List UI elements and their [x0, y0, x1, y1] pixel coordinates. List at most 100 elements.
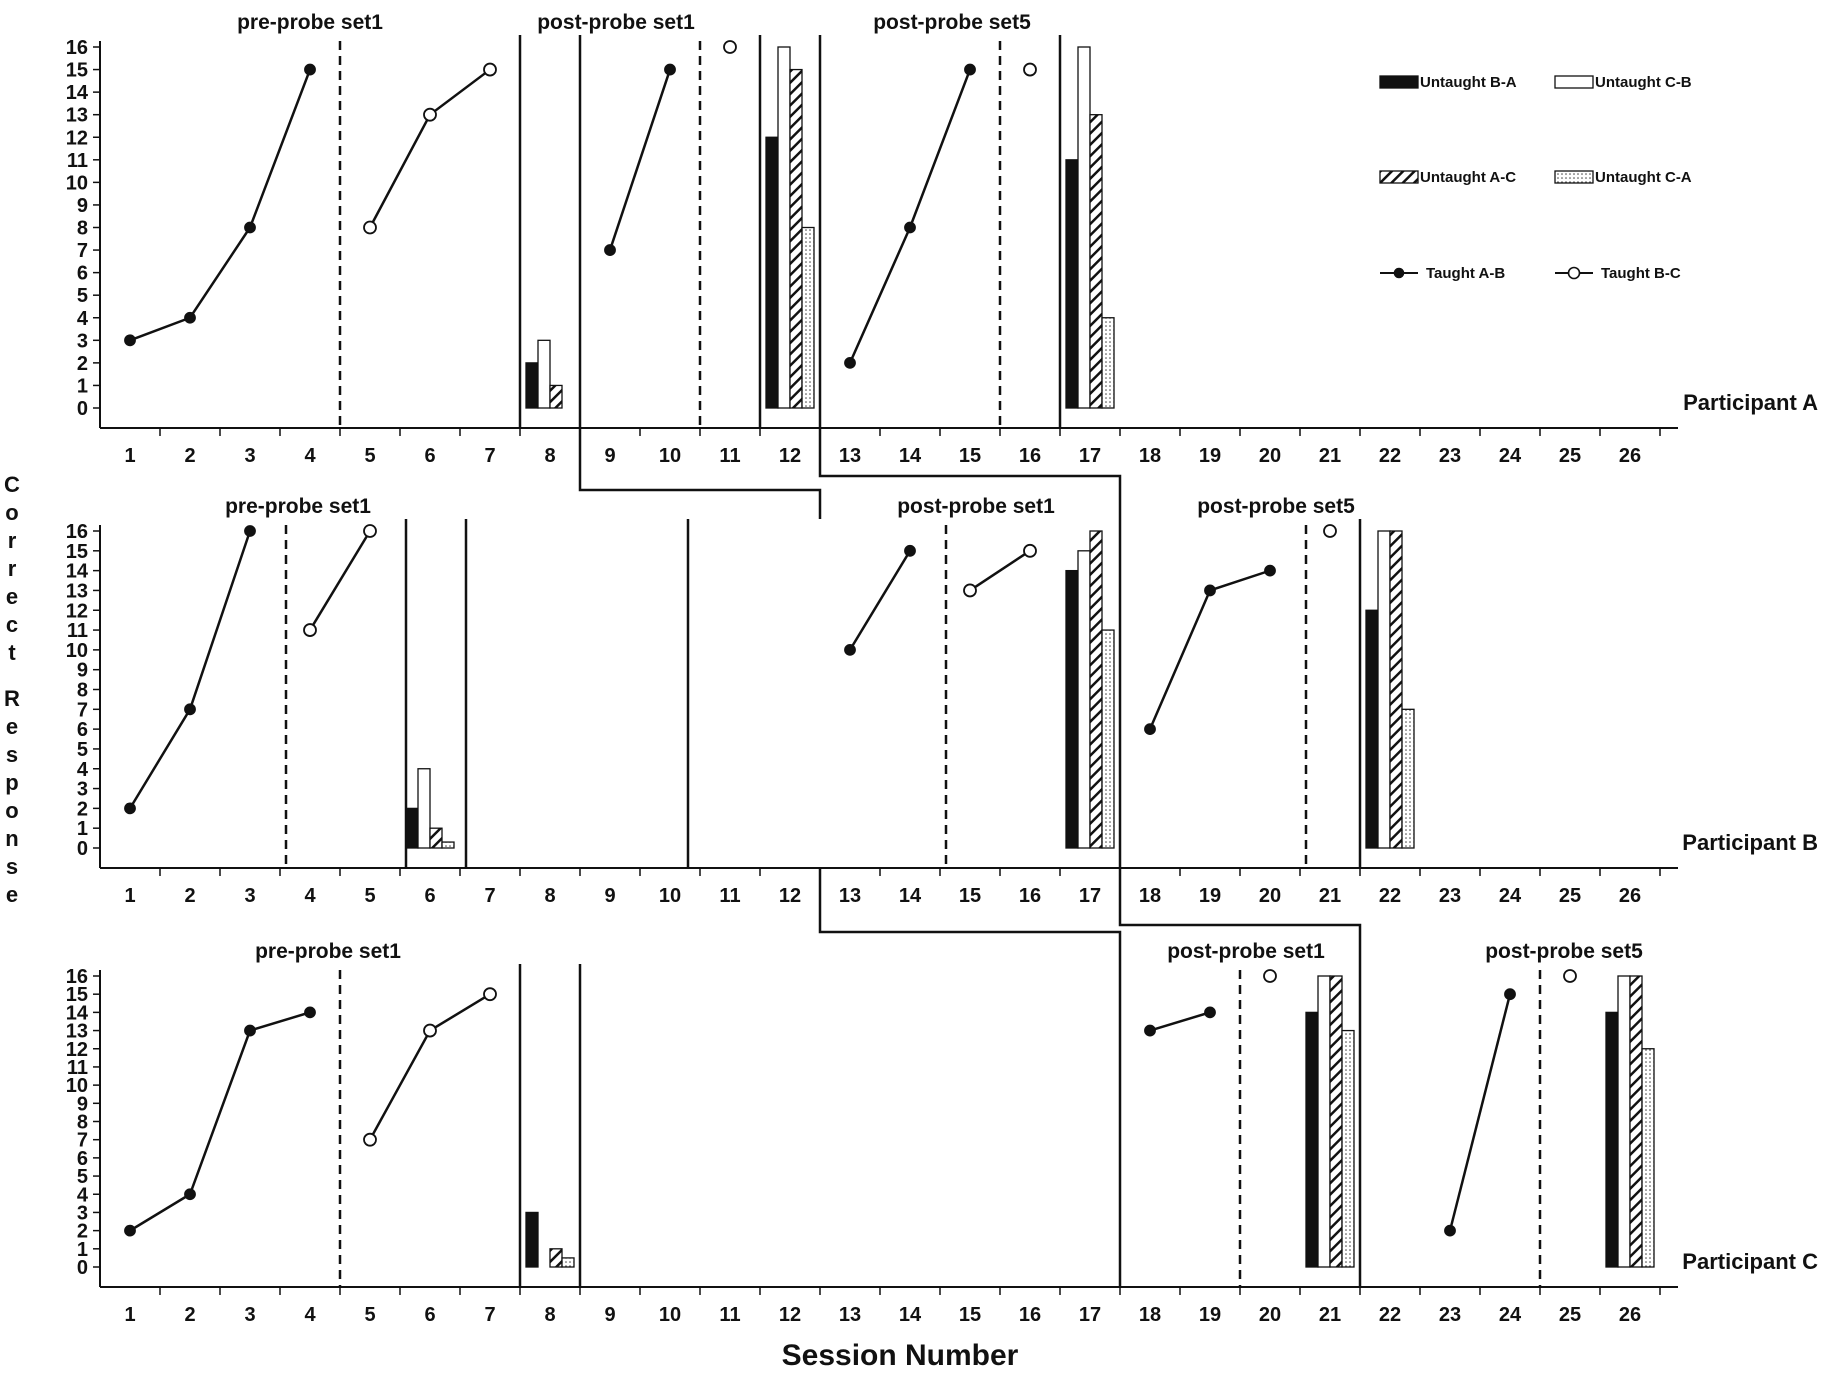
y-tick-label: 7 — [77, 699, 88, 721]
x-tick-label: 12 — [779, 1304, 801, 1326]
y-axis-title-letter: s — [6, 854, 18, 879]
taught-ab-line — [608, 69, 672, 251]
phase-label: post-probe set1 — [1167, 940, 1325, 963]
taught-bc-point — [423, 107, 437, 122]
x-tick-label: 18 — [1139, 1304, 1161, 1326]
y-tick-label: 14 — [66, 82, 89, 104]
x-tick-label: 1 — [124, 445, 135, 467]
taught-bc-line — [368, 68, 491, 229]
x-tick-label: 10 — [659, 445, 681, 467]
x-tick-label: 11 — [719, 885, 740, 907]
x-tick-label: 25 — [1559, 1304, 1581, 1326]
legend-label: Taught B-C — [1601, 265, 1681, 282]
x-tick-label: 6 — [424, 445, 435, 467]
x-tick-label: 17 — [1079, 885, 1101, 907]
legend-label: Untaught C-A — [1595, 169, 1692, 186]
untaught-ca-bar — [1101, 317, 1115, 409]
taught-bc-point — [303, 623, 317, 637]
y-tick-label: 16 — [66, 521, 88, 543]
taught-ab-line — [128, 530, 252, 810]
y-tick-label: 9 — [77, 1093, 88, 1115]
x-tick-label: 13 — [839, 1304, 861, 1326]
y-tick-label: 10 — [66, 172, 88, 194]
y-tick-label: 5 — [77, 285, 88, 307]
y-tick-label: 6 — [77, 1148, 88, 1170]
taught-ab-point — [604, 244, 616, 256]
taught-bc-point — [1263, 969, 1277, 983]
y-tick-label: 12 — [66, 1039, 88, 1061]
x-tick-label: 23 — [1439, 885, 1461, 907]
x-tick-label: 22 — [1379, 445, 1401, 467]
y-tick-label: 13 — [66, 580, 88, 602]
untaught-ba-bar — [1365, 609, 1379, 849]
x-tick-label: 20 — [1259, 1304, 1281, 1326]
y-tick-label: 14 — [66, 561, 89, 583]
y-tick-label: 2 — [77, 798, 88, 820]
x-tick-label: 4 — [304, 445, 316, 467]
taught-ab-point — [124, 334, 136, 347]
y-tick-label: 1 — [77, 375, 88, 397]
legend-swatch — [1379, 170, 1419, 184]
y-tick-label: 7 — [77, 240, 88, 262]
x-tick-label: 11 — [719, 1304, 740, 1326]
y-tick-label: 9 — [77, 195, 88, 217]
x-tick-label: 5 — [364, 885, 375, 907]
phase-label: post-probe set5 — [1485, 940, 1643, 963]
x-tick-label: 23 — [1439, 445, 1461, 467]
untaught-ca-bar — [1341, 1029, 1355, 1268]
untaught-ac-bar — [549, 384, 563, 409]
taught-ab-line — [848, 69, 972, 364]
x-tick-label: 20 — [1259, 445, 1281, 467]
x-tick-label: 5 — [364, 445, 375, 467]
x-tick-label: 2 — [184, 885, 195, 907]
taught-ab-point — [964, 63, 976, 76]
y-axis-title-letter: e — [6, 714, 18, 739]
y-tick-label: 0 — [77, 838, 88, 860]
x-tick-label: 2 — [184, 445, 195, 467]
y-axis-title-letter: r — [8, 556, 17, 581]
y-axis-title-letter: c — [6, 612, 18, 637]
taught-ab-point — [244, 1024, 256, 1037]
y-tick-label: 8 — [77, 680, 88, 702]
y-tick-label: 5 — [77, 1166, 88, 1188]
y-tick-label: 9 — [77, 660, 88, 682]
x-tick-label: 22 — [1379, 885, 1401, 907]
phase-label: post-probe set5 — [1197, 495, 1355, 518]
untaught-ac-bar — [789, 68, 803, 409]
y-tick-label: 15 — [66, 541, 88, 563]
y-tick-label: 7 — [77, 1130, 88, 1152]
x-tick-label: 13 — [839, 445, 861, 467]
taught-ab-point — [1144, 1024, 1156, 1037]
taught-ab-point — [304, 1006, 316, 1019]
x-tick-label: 10 — [659, 885, 681, 907]
phase-label: post-probe set1 — [537, 11, 695, 34]
untaught-ac-bar — [1329, 975, 1343, 1268]
legend-label: Taught A-B — [1426, 265, 1505, 282]
x-tick-label: 12 — [779, 445, 801, 467]
legend-item: Untaught A-C — [1379, 169, 1516, 186]
taught-ab-point — [1204, 1006, 1216, 1019]
x-tick-label: 10 — [659, 1304, 681, 1326]
x-tick-label: 22 — [1379, 1304, 1401, 1326]
taught-bc-point — [363, 1132, 377, 1147]
x-tick-label: 15 — [959, 445, 981, 467]
phase-label: pre-probe set1 — [225, 495, 371, 518]
x-tick-label: 21 — [1319, 885, 1341, 907]
untaught-ba-bar — [1065, 569, 1079, 849]
taught-ab-point — [184, 311, 196, 324]
x-tick-label: 1 — [124, 885, 135, 907]
x-tick-label: 14 — [899, 445, 922, 467]
untaught-cb-bar — [777, 46, 791, 409]
x-tick-label: 7 — [484, 445, 495, 467]
legend-label: Untaught A-C — [1420, 169, 1516, 186]
taught-bc-point — [363, 220, 377, 235]
y-tick-label: 15 — [66, 60, 88, 82]
x-tick-label: 21 — [1319, 1304, 1341, 1326]
untaught-cb-bar — [537, 339, 551, 409]
y-tick-label: 10 — [66, 640, 88, 662]
untaught-cb-bar — [1377, 530, 1391, 849]
taught-bc-point — [423, 1023, 437, 1038]
y-tick-label: 4 — [77, 759, 89, 781]
